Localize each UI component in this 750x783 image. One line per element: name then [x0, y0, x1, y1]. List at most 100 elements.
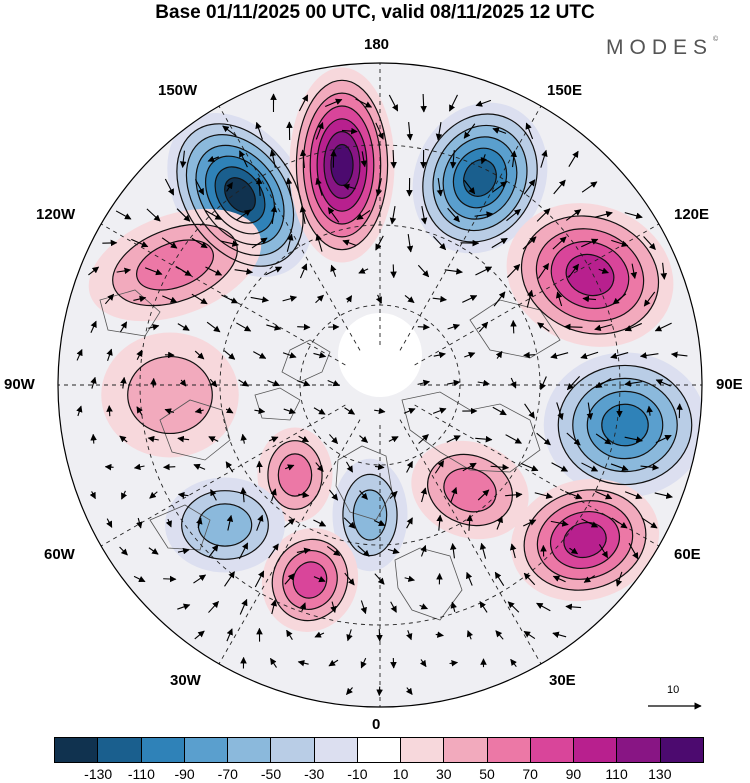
wind-vector: [205, 266, 223, 276]
wind-vector: [550, 352, 569, 359]
anomaly-contour: [295, 79, 389, 251]
anomaly-contour: [601, 403, 649, 447]
wind-vector: [375, 235, 384, 251]
wind-vector: [296, 547, 311, 555]
wind-vector: [418, 434, 429, 444]
wind-vector: [466, 630, 474, 640]
anomaly-contour: [563, 521, 607, 559]
wind-vector: [330, 264, 337, 277]
colorbar-ticks: -130 -110 -90 -70 -50 -30 -10 10 30 50 70 90 110 130: [0, 766, 750, 783]
wind-vector: [239, 150, 248, 168]
colorbar-tick-label: -130: [84, 766, 113, 782]
wind-vector: [344, 407, 356, 415]
anomaly-contour: [195, 144, 285, 246]
wind-vector: [193, 463, 206, 471]
anomaly-contour: [463, 159, 497, 197]
wind-vector: [253, 351, 267, 359]
colorbar-swatch: [55, 738, 99, 762]
anomaly-fill: [601, 404, 649, 446]
wind-vector: [475, 435, 493, 443]
anomaly-contour: [323, 131, 361, 199]
colorbar-swatch: [141, 738, 185, 762]
wind-vector: [315, 294, 324, 304]
wind-vector: [390, 601, 397, 613]
wind-vector: [479, 542, 487, 559]
wind-vector: [654, 322, 672, 332]
wind-vector: [491, 237, 508, 249]
wind-vector: [89, 491, 96, 500]
wind-vector: [536, 208, 551, 222]
wind-vector: [639, 352, 659, 359]
wind-vector: [495, 350, 503, 359]
wind-vector: [463, 179, 476, 195]
wind-vector: [624, 322, 642, 332]
anomaly-contour: [309, 105, 375, 225]
wind-vector: [375, 294, 382, 304]
wind-vector: [375, 122, 384, 140]
wind-vector: [432, 295, 447, 303]
anomaly-contour: [204, 155, 276, 235]
wind-vector: [343, 517, 356, 529]
wind-vector: [495, 630, 504, 640]
anomaly-shading: [88, 67, 702, 632]
wind-vector: [328, 489, 339, 501]
wind-vector: [568, 150, 579, 167]
wind-vector: [581, 238, 599, 248]
colorbar-swatch: [184, 738, 229, 762]
wind-vector: [282, 352, 297, 359]
wind-vector: [478, 321, 489, 333]
colorbar-tick-label: -70: [217, 766, 238, 782]
lon-label-30e: 30E: [549, 672, 576, 689]
wind-vector: [406, 234, 414, 253]
meridian-line: [414, 223, 660, 366]
colorbar-swatch: [98, 738, 142, 762]
lon-label-0: 0: [372, 716, 381, 733]
anomaly-contour: [523, 489, 647, 591]
wind-vector: [595, 377, 612, 389]
wind-vector: [330, 601, 337, 614]
wind-vector: [447, 379, 461, 387]
colorbar-swatch: [314, 738, 358, 762]
wind-vector: [226, 628, 233, 642]
wind-vector: [267, 380, 281, 387]
wind-vector: [655, 379, 671, 387]
wind-vector: [193, 574, 207, 584]
anomaly-fill: [127, 356, 213, 434]
wind-vector: [389, 206, 397, 225]
anomaly-contour: [277, 453, 313, 497]
anomaly-fill: [353, 490, 387, 540]
wind-vector: [450, 542, 457, 559]
wind-vector: [206, 321, 221, 333]
wind-vector: [342, 239, 357, 246]
wind-vector: [133, 575, 146, 583]
wind-vector: [313, 407, 326, 415]
wind-vector: [270, 205, 278, 224]
wind-vector: [523, 630, 536, 640]
wind-vector: [552, 631, 567, 638]
wind-vector: [346, 687, 353, 695]
wind-vector: [462, 295, 478, 303]
wind-vector: [447, 207, 460, 223]
wind-vector: [643, 236, 656, 251]
wind-vector: [283, 518, 296, 528]
wind-vector: [509, 543, 517, 559]
wind-vector: [298, 435, 309, 443]
wind-vector: [434, 460, 445, 474]
wind-vector: [175, 265, 192, 277]
wind-vector: [90, 320, 97, 333]
wind-vector: [313, 519, 327, 527]
wind-vector: [161, 237, 178, 249]
colorbar-swatch: [617, 738, 661, 762]
wind-vector: [76, 348, 83, 361]
wind-vector: [205, 210, 222, 220]
wind-vector: [177, 435, 190, 443]
wind-vector: [536, 602, 551, 612]
wind-vector: [226, 182, 233, 192]
wind-vector: [420, 487, 428, 503]
colorbar-tick-label: -10: [347, 766, 368, 782]
meridian-line: [218, 105, 361, 351]
anomaly-contour: [550, 241, 630, 309]
colorbar-swatch: [401, 738, 445, 762]
wind-vector: [540, 149, 548, 168]
wind-vector: [447, 323, 461, 331]
